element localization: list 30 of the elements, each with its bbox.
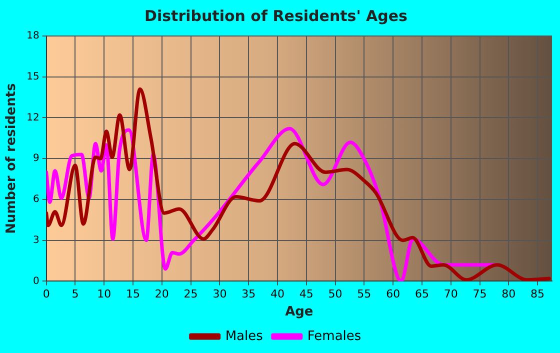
x-axis-title: Age <box>285 304 314 320</box>
x-tick-label: 45 <box>299 288 314 301</box>
x-tick-label: 60 <box>386 288 400 301</box>
y-tick-label: 12 <box>26 112 40 124</box>
x-tick-label: 5 <box>72 288 79 301</box>
chart-title: Distribution of Residents' Ages <box>144 6 408 25</box>
y-tick-label: 15 <box>26 71 40 82</box>
y-tick-label: 3 <box>32 234 40 246</box>
x-tick-label: 55 <box>357 288 372 301</box>
x-tick-label: 85 <box>530 288 545 301</box>
x-tick-label: 75 <box>472 288 487 301</box>
x-tick-label: 15 <box>126 288 140 301</box>
x-tick-label: 80 <box>502 288 516 301</box>
y-axis-title: Number of residents <box>4 83 20 234</box>
x-tick-label: 40 <box>270 288 284 301</box>
y-tick-label: 18 <box>26 30 40 42</box>
x-tick-label: 30 <box>212 288 227 301</box>
x-tick-label: 35 <box>242 288 256 301</box>
x-tick-label: 70 <box>444 288 458 301</box>
x-tick-label: 0 <box>42 288 50 301</box>
y-tick-label: 9 <box>32 153 40 164</box>
legend-label: Males <box>225 328 264 344</box>
x-tick-label: 50 <box>328 288 342 301</box>
x-tick-label: 65 <box>414 288 429 301</box>
y-tick-label: 0 <box>32 276 40 287</box>
x-tick-label: 20 <box>154 288 169 301</box>
y-tick-label: 6 <box>32 194 40 206</box>
x-tick-label: 10 <box>97 288 112 301</box>
legend-label: Females <box>307 328 362 344</box>
x-tick-label: 25 <box>184 288 198 301</box>
